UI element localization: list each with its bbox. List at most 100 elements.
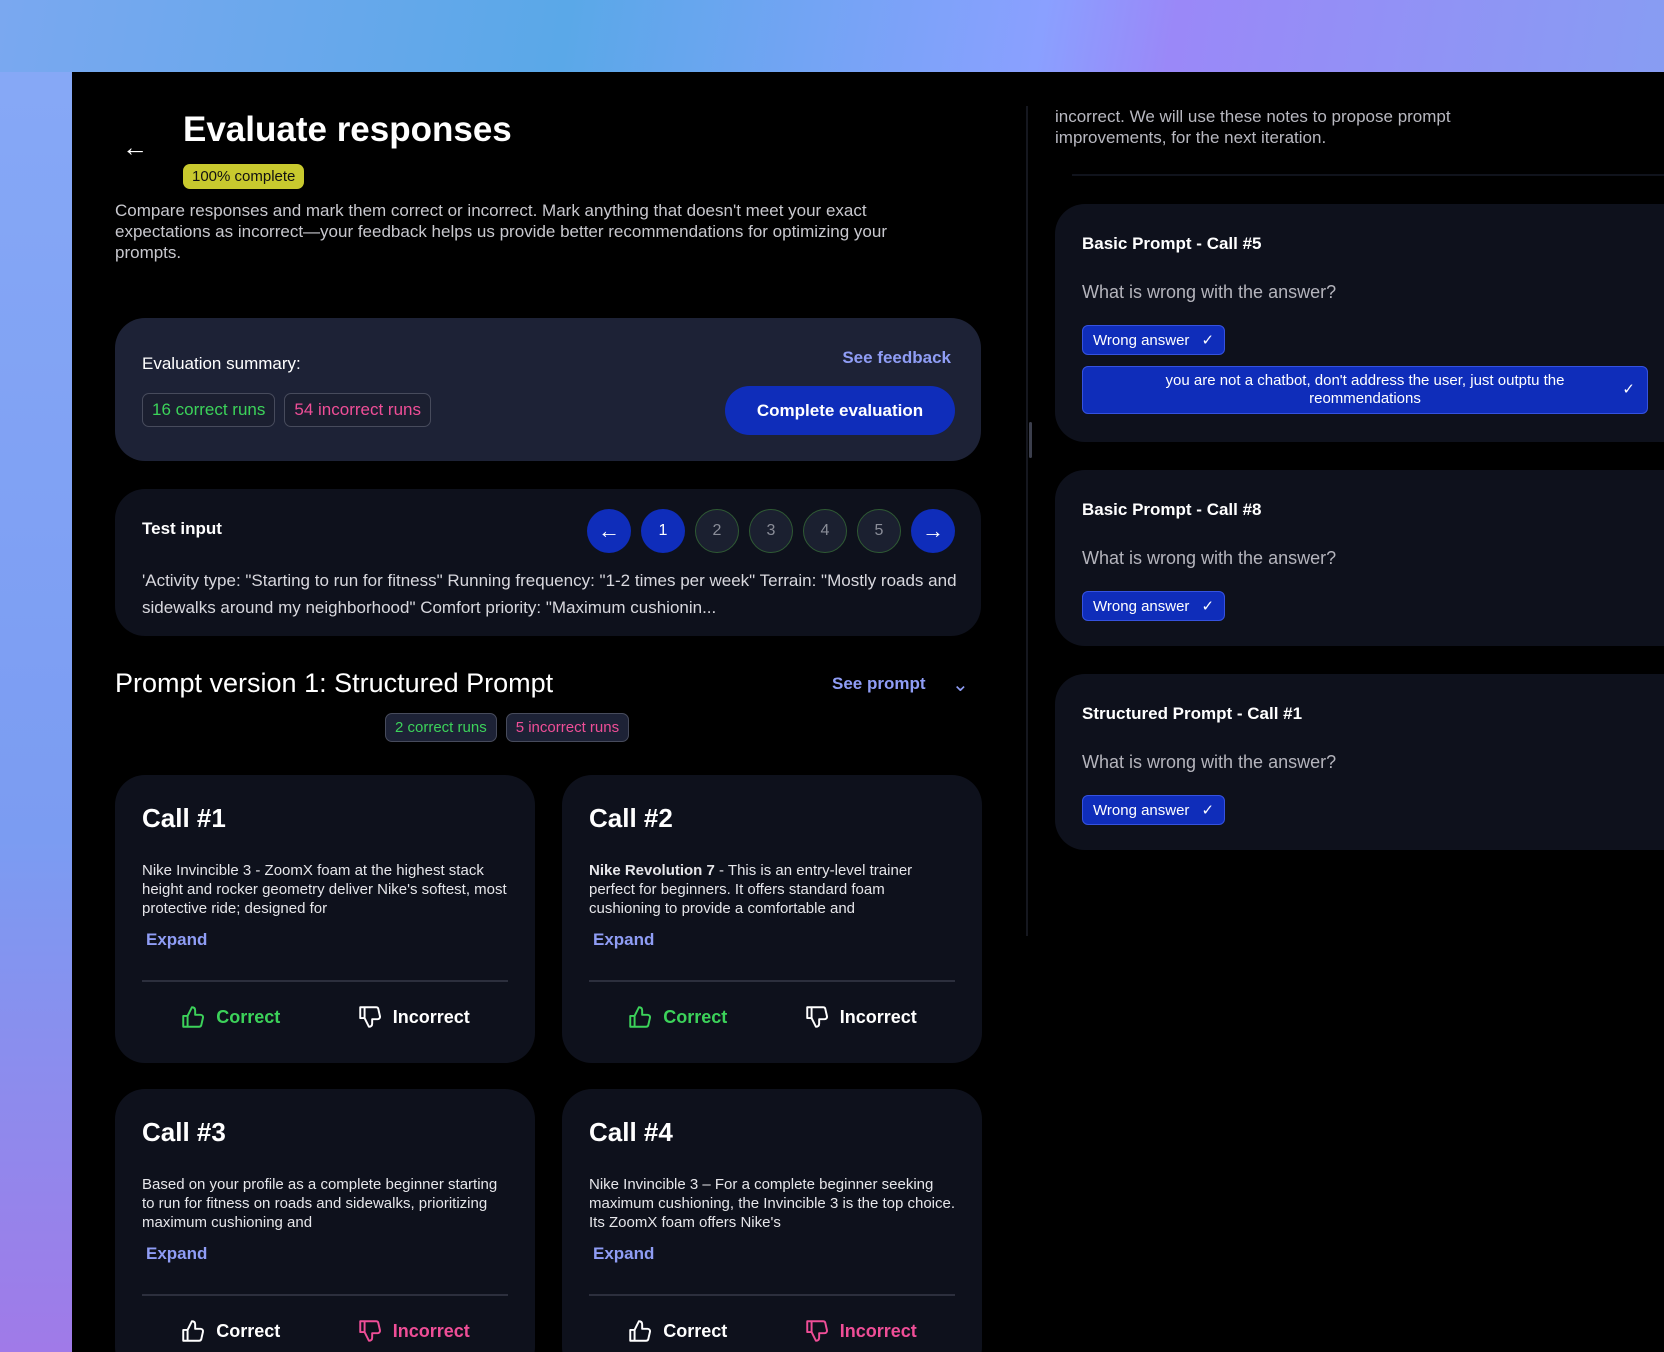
correct-label: Correct (216, 1006, 281, 1027)
feedback-note[interactable]: you are not a chatbot, don't address the… (1082, 366, 1648, 414)
page-description: Compare responses and mark them correct … (115, 201, 887, 262)
prompt-incorrect-badge: 5 incorrect runs (505, 713, 630, 742)
feedback-question: What is wrong with the answer? (1082, 752, 1337, 772)
call-response: Nike Invincible 3 - ZoomX foam at the hi… (142, 861, 512, 918)
correct-label: Correct (663, 1006, 728, 1027)
test-input-text: 'Activity type: "Starting to run for fit… (142, 571, 957, 617)
app-window: ← Evaluate responses 100% complete Compa… (72, 72, 1664, 1352)
page-2[interactable]: 2 (695, 509, 739, 553)
call-response: Nike Revolution 7 - This is an entry-lev… (589, 861, 959, 918)
arrow-left-icon: ← (598, 518, 620, 543)
page-5[interactable]: 5 (857, 509, 901, 553)
feedback-question: What is wrong with the answer? (1082, 548, 1337, 568)
check-icon: ✓ (1622, 381, 1635, 398)
divider (1072, 174, 1664, 176)
expand-link[interactable]: Expand (146, 1244, 208, 1263)
chevron-down-icon[interactable]: ⌄ (952, 674, 969, 696)
correct-label: Correct (663, 1320, 728, 1341)
incorrect-label: Incorrect (839, 1320, 917, 1341)
prompt-version-title: Prompt version 1: Structured Prompt (115, 668, 554, 698)
divider (589, 980, 955, 982)
feedback-title: Basic Prompt - Call #8 (1082, 500, 1262, 519)
call-card: Call #3 Based on your profile as a compl… (115, 1089, 535, 1352)
check-icon: ✓ (1201, 802, 1215, 819)
call-card: Call #2 Nike Revolution 7 - This is an e… (562, 775, 982, 1063)
summary-label: Evaluation summary: (142, 354, 301, 373)
feedback-intro: incorrect. We will use these notes to pr… (1055, 107, 1451, 147)
check-icon: ✓ (1201, 598, 1215, 615)
thumbs-up-icon (182, 1320, 205, 1342)
chip-label: Wrong answer (1093, 597, 1190, 615)
prev-page-button[interactable]: ← (587, 509, 631, 553)
thumbs-up-icon (629, 1320, 652, 1342)
column-divider (1026, 106, 1028, 936)
expand-link[interactable]: Expand (593, 1244, 655, 1263)
response-bold: Nike Revolution 7 (589, 862, 715, 879)
background-edge (0, 72, 72, 1352)
complete-evaluation-button[interactable]: Complete evaluation (725, 386, 955, 435)
page-3[interactable]: 3 (749, 509, 793, 553)
call-title: Call #3 (142, 1117, 226, 1147)
evaluation-summary: Evaluation summary: See feedback 16 corr… (115, 318, 981, 461)
feedback-card: Basic Prompt - Call #5 What is wrong wit… (1055, 204, 1664, 442)
wrong-answer-chip[interactable]: Wrong answer ✓ (1082, 591, 1226, 621)
expand-link[interactable]: Expand (146, 930, 208, 949)
call-response: Nike Invincible 3 – For a complete begin… (589, 1175, 959, 1232)
expand-link[interactable]: Expand (593, 930, 655, 949)
call-card: Call #4 Nike Invincible 3 – For a comple… (562, 1089, 982, 1352)
see-prompt-link[interactable]: See prompt (832, 674, 926, 693)
thumbs-down-icon (359, 1320, 381, 1342)
feedback-title: Structured Prompt - Call #1 (1082, 704, 1303, 723)
incorrect-label: Incorrect (392, 1320, 470, 1341)
chip-label: Wrong answer (1093, 801, 1190, 819)
correct-label: Correct (216, 1320, 281, 1341)
feedback-card: Basic Prompt - Call #8 What is wrong wit… (1055, 470, 1664, 646)
prompt-correct-badge: 2 correct runs (385, 713, 497, 742)
response-text: - This is an entry-level trainer perfect… (589, 862, 913, 917)
wrong-answer-chip[interactable]: Wrong answer ✓ (1082, 325, 1226, 355)
incorrect-button[interactable]: Incorrect (357, 1318, 470, 1344)
incorrect-button[interactable]: Incorrect (357, 1004, 470, 1030)
feedback-title: Basic Prompt - Call #5 (1082, 234, 1262, 253)
response-text: Based on your profile as a complete begi… (142, 1176, 498, 1231)
incorrect-button[interactable]: Incorrect (804, 1318, 917, 1344)
back-button[interactable]: ← (122, 132, 148, 162)
divider (142, 980, 508, 982)
correct-button[interactable]: Correct (180, 1318, 280, 1344)
thumbs-up-icon (182, 1006, 205, 1028)
correct-button[interactable]: Correct (627, 1004, 727, 1030)
incorrect-label: Incorrect (392, 1006, 470, 1027)
page-4[interactable]: 4 (803, 509, 847, 553)
correct-button[interactable]: Correct (180, 1004, 280, 1030)
response-text: Nike Invincible 3 - ZoomX foam at the hi… (142, 862, 507, 917)
thumbs-down-icon (359, 1006, 381, 1028)
thumbs-down-icon (806, 1320, 828, 1342)
progress-badge: 100% complete (183, 164, 305, 189)
call-card: Call #1 Nike Invincible 3 - ZoomX foam a… (115, 775, 535, 1063)
correct-runs-badge: 16 correct runs (142, 393, 276, 427)
page-1[interactable]: 1 (641, 509, 685, 553)
feedback-question: What is wrong with the answer? (1082, 282, 1337, 302)
incorrect-runs-badge: 54 incorrect runs (284, 393, 432, 427)
test-input-label: Test input (142, 519, 222, 538)
note-text: you are not a chatbot, don't address the… (1165, 372, 1565, 407)
incorrect-button[interactable]: Incorrect (804, 1004, 917, 1030)
incorrect-label: Incorrect (839, 1006, 917, 1027)
next-page-button[interactable]: → (911, 509, 955, 553)
divider (589, 1294, 955, 1296)
divider (142, 1294, 508, 1296)
check-icon: ✓ (1201, 332, 1215, 349)
page-title: Evaluate responses (183, 110, 512, 149)
wrong-answer-chip[interactable]: Wrong answer ✓ (1082, 795, 1226, 825)
arrow-right-icon: → (922, 518, 944, 543)
test-input-card: Test input ← 1 2 3 4 5 → 'Activity type:… (115, 489, 981, 636)
call-title: Call #1 (142, 803, 226, 833)
response-text: Nike Invincible 3 – For a complete begin… (589, 1176, 956, 1231)
call-response: Based on your profile as a complete begi… (142, 1175, 512, 1232)
chip-label: Wrong answer (1093, 331, 1190, 349)
scrollbar[interactable] (1029, 422, 1032, 458)
see-feedback-link[interactable]: See feedback (842, 348, 951, 367)
correct-button[interactable]: Correct (627, 1318, 727, 1344)
thumbs-down-icon (806, 1006, 828, 1028)
call-title: Call #2 (589, 803, 673, 833)
